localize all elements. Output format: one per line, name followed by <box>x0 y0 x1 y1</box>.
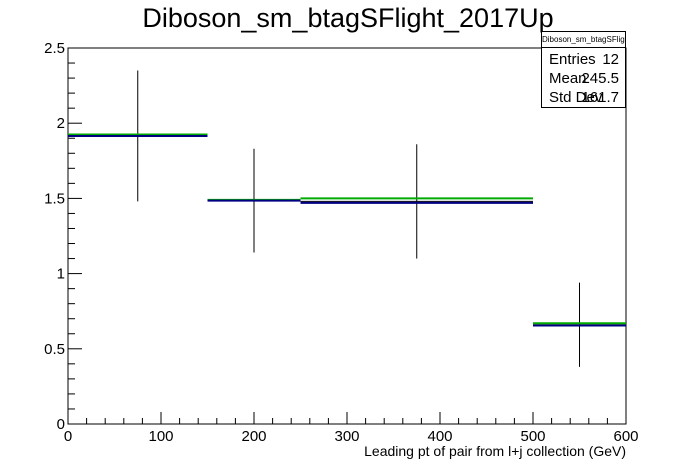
x-tick-label: 100 <box>148 428 173 445</box>
y-tick-label: 1 <box>57 266 65 283</box>
stats-value-stddev: 161.7 <box>581 89 619 106</box>
x-tick-label: 600 <box>613 428 638 445</box>
stats-title: Diboson_sm_btagSFlight_2017Up <box>542 32 625 48</box>
x-tick-label: 200 <box>241 428 266 445</box>
x-tick-label: 500 <box>520 428 545 445</box>
stats-label-mean: Mean <box>549 70 587 87</box>
stats-label-stddev: Std Dev <box>549 89 603 106</box>
stats-row-entries: Entries 12 <box>542 50 625 70</box>
stats-row-mean: Mean 245.5 <box>542 69 625 89</box>
x-tick-label: 400 <box>427 428 452 445</box>
stats-row-stddev: Std Dev 161.7 <box>542 88 625 108</box>
y-tick-label: 0.5 <box>44 341 65 358</box>
stats-label-entries: Entries <box>549 51 596 68</box>
y-tick-label: 2 <box>57 115 65 132</box>
y-tick-label: 2.5 <box>44 40 65 57</box>
y-tick-label: 0 <box>57 416 65 433</box>
y-tick-label: 1.5 <box>44 190 65 207</box>
stats-box: Diboson_sm_btagSFlight_2017Up Entries 12… <box>541 31 626 108</box>
x-tick-label: 300 <box>334 428 359 445</box>
stats-value-entries: 12 <box>602 51 619 68</box>
chart-title: Diboson_sm_btagSFlight_2017Up <box>142 3 553 33</box>
stats-value-mean: 245.5 <box>581 70 619 87</box>
axes: 0 100 200 300 400 500 600 0 0.5 1 1.5 2 2.5 <box>44 40 638 445</box>
x-tick-label: 0 <box>64 428 72 445</box>
data-layer <box>68 70 626 367</box>
x-axis-label: Leading pt of pair from l+j collection (… <box>364 443 626 459</box>
